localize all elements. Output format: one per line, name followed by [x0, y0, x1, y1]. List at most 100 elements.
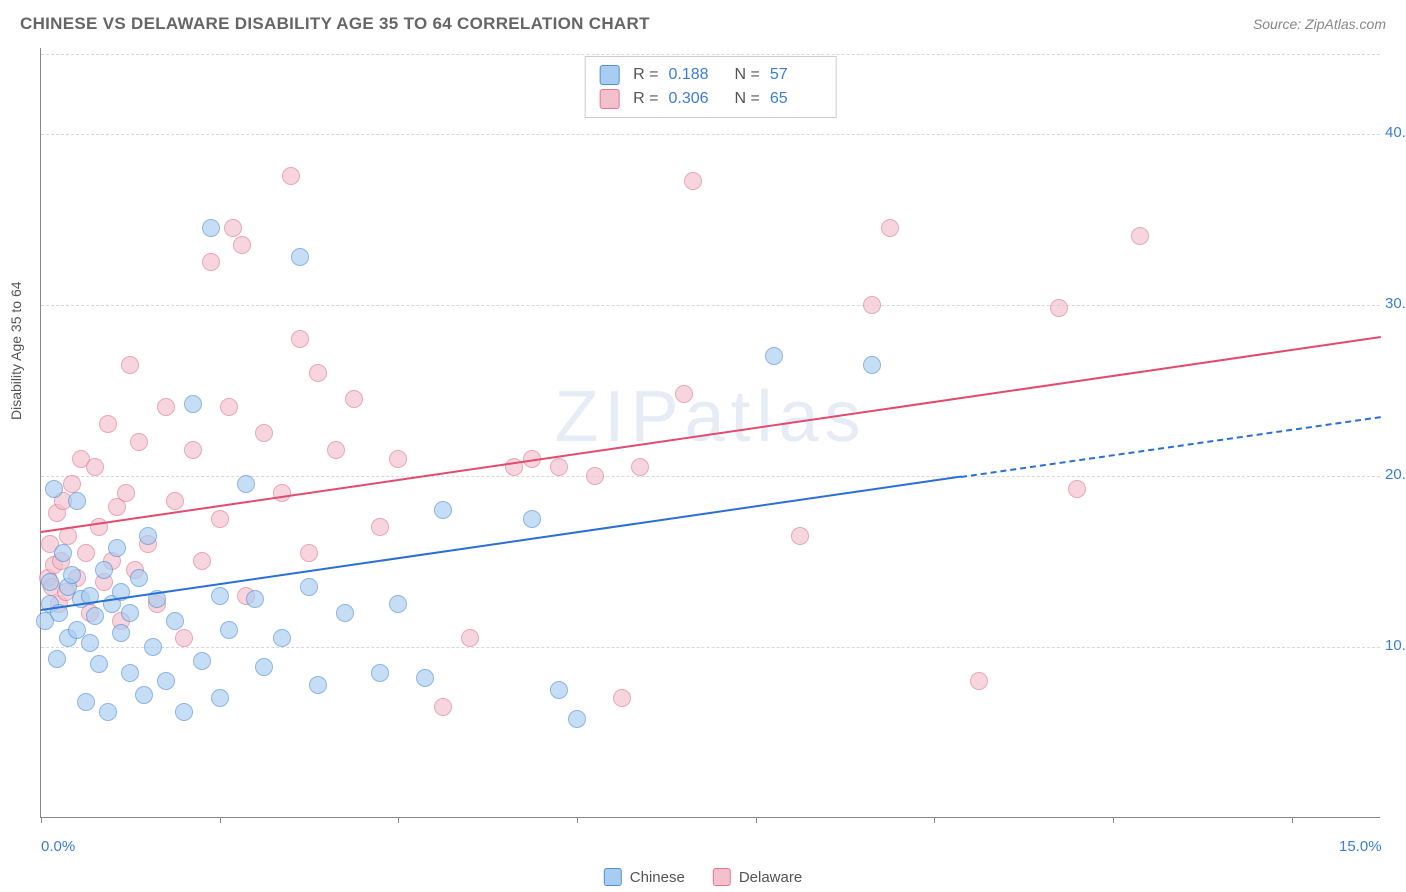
y-tick-label: 10.0% [1385, 637, 1406, 654]
delaware-point [63, 475, 81, 493]
chinese-point [121, 664, 139, 682]
chinese-point [45, 480, 63, 498]
chinese-point [157, 672, 175, 690]
chinese-point [237, 475, 255, 493]
delaware-point [389, 450, 407, 468]
chinese-point [184, 395, 202, 413]
chinese-trend-line-dashed [961, 416, 1381, 478]
chinese-point [135, 686, 153, 704]
delaware-point [130, 433, 148, 451]
chinese-point [550, 681, 568, 699]
chinese-point [77, 693, 95, 711]
chinese-point [48, 650, 66, 668]
delaware-point [224, 219, 242, 237]
delaware-point [157, 398, 175, 416]
delaware-point [684, 172, 702, 190]
chinese-point [291, 248, 309, 266]
source-name: ZipAtlas.com [1305, 16, 1386, 32]
y-tick-label: 20.0% [1385, 466, 1406, 483]
delaware-point [1068, 480, 1086, 498]
chinese-point [300, 578, 318, 596]
delaware-point [791, 527, 809, 545]
chinese-r-value: 0.188 [669, 66, 721, 84]
chart-title: CHINESE VS DELAWARE DISABILITY AGE 35 TO… [20, 14, 650, 34]
chinese-point [63, 566, 81, 584]
n-label: N = [735, 90, 760, 108]
chinese-point [90, 655, 108, 673]
delaware-point [166, 492, 184, 510]
chinese-point [416, 669, 434, 687]
delaware-point [220, 398, 238, 416]
x-tick-mark [756, 817, 757, 823]
delaware-point [613, 689, 631, 707]
chinese-point [246, 590, 264, 608]
chinese-point [121, 604, 139, 622]
chinese-point [523, 510, 541, 528]
delaware-point [121, 356, 139, 374]
chinese-swatch [599, 65, 619, 85]
source-prefix: Source: [1253, 16, 1305, 32]
source-attribution: Source: ZipAtlas.com [1253, 16, 1386, 32]
chinese-legend-swatch [604, 868, 622, 886]
x-tick-mark [1113, 817, 1114, 823]
chinese-n-value: 57 [770, 66, 822, 84]
delaware-trend-line [41, 335, 1381, 532]
delaware-point [193, 552, 211, 570]
chinese-point [336, 604, 354, 622]
delaware-point [77, 544, 95, 562]
delaware-point [631, 458, 649, 476]
x-tick-mark [41, 817, 42, 823]
chinese-point [434, 501, 452, 519]
chinese-point [202, 219, 220, 237]
y-axis-label: Disability Age 35 to 64 [8, 281, 24, 420]
chinese-legend-label: Chinese [630, 869, 685, 886]
gridline [41, 54, 1380, 55]
chinese-point [95, 561, 113, 579]
x-tick-mark [398, 817, 399, 823]
chinese-point [139, 527, 157, 545]
delaware-point [255, 424, 273, 442]
delaware-point [282, 167, 300, 185]
gridline [41, 305, 1380, 306]
r-label: R = [633, 90, 658, 108]
delaware-point [327, 441, 345, 459]
chinese-point [863, 356, 881, 374]
delaware-point [863, 296, 881, 314]
chinese-point [81, 634, 99, 652]
delaware-point [881, 219, 899, 237]
correlation-stats-box: R =0.188N =57R =0.306N =65 [584, 56, 837, 118]
n-label: N = [735, 66, 760, 84]
chinese-point [193, 652, 211, 670]
x-tick-mark [220, 817, 221, 823]
delaware-point [970, 672, 988, 690]
chinese-point [54, 544, 72, 562]
delaware-point [86, 458, 104, 476]
chinese-point [211, 689, 229, 707]
chinese-point [130, 569, 148, 587]
chinese-point [99, 703, 117, 721]
chinese-point [309, 676, 327, 694]
delaware-point [184, 441, 202, 459]
delaware-point [99, 415, 117, 433]
delaware-point [345, 390, 363, 408]
delaware-point [1131, 227, 1149, 245]
chinese-point [211, 587, 229, 605]
delaware-r-value: 0.306 [669, 90, 721, 108]
scatter-chart: ZIPatlas R =0.188N =57R =0.306N =65 10.0… [40, 48, 1380, 818]
delaware-point [1050, 299, 1068, 317]
chinese-point [765, 347, 783, 365]
delaware-point [300, 544, 318, 562]
delaware-legend-swatch [713, 868, 731, 886]
chinese-point [41, 573, 59, 591]
chinese-point [255, 658, 273, 676]
delaware-point [291, 330, 309, 348]
delaware-point [273, 484, 291, 502]
delaware-point [461, 629, 479, 647]
x-tick-mark [934, 817, 935, 823]
gridline [41, 647, 1380, 648]
chinese-point [175, 703, 193, 721]
x-tick-mark [1292, 817, 1293, 823]
delaware-point [211, 510, 229, 528]
chinese-point [112, 624, 130, 642]
delaware-point [175, 629, 193, 647]
